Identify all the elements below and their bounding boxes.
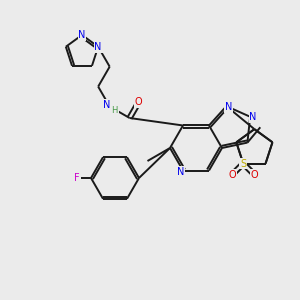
Text: S: S	[240, 158, 246, 169]
Text: O: O	[251, 170, 258, 180]
Text: O: O	[135, 97, 142, 107]
Text: O: O	[228, 170, 236, 180]
Text: F: F	[74, 173, 80, 183]
Text: N: N	[177, 167, 185, 176]
Text: N: N	[225, 102, 232, 112]
Text: H: H	[112, 106, 118, 115]
Text: N: N	[78, 30, 86, 40]
Text: N: N	[103, 100, 110, 110]
Text: N: N	[94, 42, 102, 52]
Text: N: N	[250, 112, 257, 122]
